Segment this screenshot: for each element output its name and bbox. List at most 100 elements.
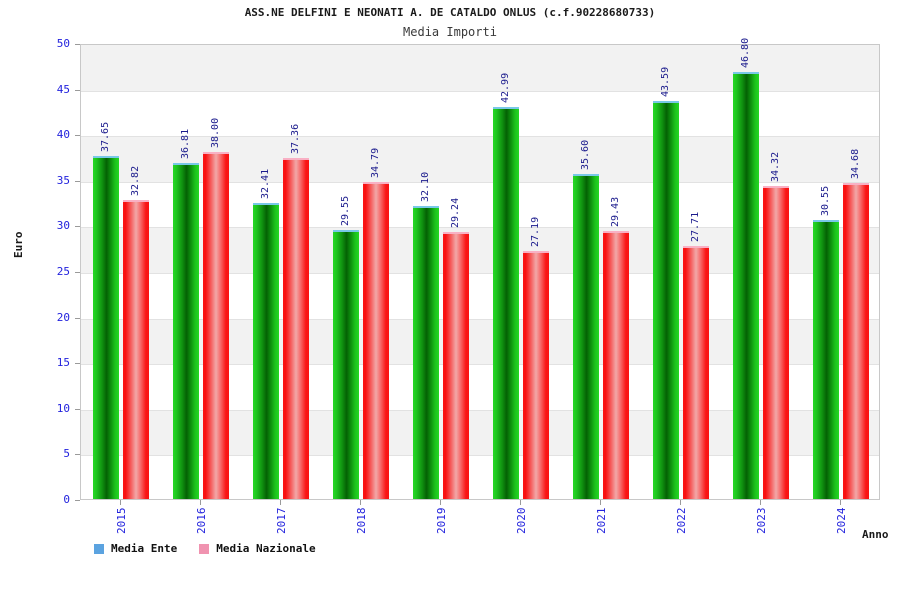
- value-label: 34.79: [370, 147, 381, 178]
- x-tick-mark: [760, 500, 761, 505]
- y-tick-label: 45: [56, 82, 70, 96]
- bar-media-ente-2017[interactable]: [253, 203, 279, 499]
- bar-media-ente-2021[interactable]: [573, 174, 599, 499]
- bar-media-ente-2024[interactable]: [813, 220, 839, 499]
- y-tick-label: 10: [56, 401, 70, 415]
- value-label: 32.82: [130, 165, 141, 196]
- gridline: [81, 319, 879, 320]
- y-tick-mark: [75, 500, 80, 501]
- legend-entry-media-ente[interactable]: Media Ente: [94, 542, 177, 555]
- gridline: [81, 136, 879, 137]
- y-tick-mark: [75, 318, 80, 319]
- x-tick-label: 2021: [595, 507, 608, 535]
- value-label: 29.43: [610, 196, 621, 227]
- value-label: 30.55: [820, 186, 831, 217]
- x-tick-label: 2024: [835, 507, 848, 535]
- x-tick-label: 2022: [675, 507, 688, 535]
- y-tick-mark: [75, 44, 80, 45]
- plot-band: [81, 409, 879, 456]
- value-label: 35.60: [580, 140, 591, 171]
- bar-media-nazionale-2021[interactable]: [603, 230, 629, 499]
- x-tick-mark: [600, 500, 601, 505]
- plot-area: 37.65 32.82 36.81 38.00 32.41 37.36 29.55 34.79…: [80, 38, 880, 500]
- x-tick-mark: [440, 500, 441, 505]
- gridline: [81, 227, 879, 228]
- bar-media-ente-2018[interactable]: [333, 229, 359, 499]
- y-axis-title: Euro: [12, 231, 25, 259]
- bar-media-nazionale-2015[interactable]: [123, 199, 149, 499]
- chart-subtitle: Media Importi: [403, 25, 497, 39]
- bar-media-ente-2019[interactable]: [413, 206, 439, 499]
- bar-media-nazionale-2019[interactable]: [443, 232, 469, 499]
- chart-title: ASS.NE DELFINI E NEONATI A. DE CATALDO O…: [244, 6, 656, 19]
- x-tick-label: 2016: [195, 507, 208, 535]
- y-tick-mark: [75, 135, 80, 136]
- bar-media-nazionale-2024[interactable]: [843, 182, 869, 499]
- x-tick-mark: [680, 500, 681, 505]
- value-label: 36.81: [180, 129, 191, 160]
- x-tick-mark: [200, 500, 201, 505]
- gridline: [81, 410, 879, 411]
- legend-label: Media Nazionale: [216, 542, 316, 555]
- y-tick-label: 5: [63, 447, 70, 461]
- value-label: 38.00: [210, 118, 221, 149]
- value-label: 42.99: [500, 72, 511, 103]
- x-tick-label: 2015: [115, 507, 128, 535]
- value-label: 29.24: [450, 198, 461, 229]
- x-tick-label: 2020: [515, 507, 528, 535]
- x-tick-mark: [360, 500, 361, 505]
- x-tick-label: 2023: [755, 507, 768, 535]
- plot-band: [81, 45, 879, 91]
- legend-label: Media Ente: [111, 542, 178, 555]
- bar-media-ente-2023[interactable]: [733, 72, 759, 499]
- value-label: 34.68: [850, 148, 861, 179]
- bar-media-nazionale-2020[interactable]: [523, 251, 549, 499]
- y-tick-mark: [75, 226, 80, 227]
- value-label: 46.80: [740, 38, 751, 69]
- y-tick-label: 20: [56, 310, 70, 324]
- bar-media-ente-2015[interactable]: [93, 155, 119, 499]
- x-tick-mark: [120, 500, 121, 505]
- x-tick-label: 2018: [355, 507, 368, 535]
- value-label: 37.65: [100, 121, 111, 152]
- legend-entry-media-nazionale[interactable]: Media Nazionale: [199, 542, 316, 555]
- y-tick-label: 50: [56, 37, 70, 50]
- legend-swatch-icon: [94, 543, 104, 554]
- chart-legend: Media Ente Media Nazionale: [94, 542, 316, 555]
- bar-media-nazionale-2022[interactable]: [683, 246, 709, 499]
- y-tick-mark: [75, 181, 80, 182]
- value-label: 32.41: [260, 169, 271, 200]
- gridline: [81, 91, 879, 92]
- value-label: 34.32: [770, 151, 781, 183]
- value-label: 43.59: [660, 67, 671, 98]
- bar-media-ente-2022[interactable]: [653, 101, 679, 499]
- y-tick-mark: [75, 363, 80, 364]
- value-label: 29.55: [340, 195, 351, 226]
- x-tick-mark: [280, 500, 281, 505]
- bar-media-nazionale-2018[interactable]: [363, 181, 389, 499]
- value-label: 27.71: [690, 212, 701, 243]
- bar-media-nazionale-2017[interactable]: [283, 158, 309, 499]
- x-tick-label: 2017: [275, 507, 288, 535]
- bar-media-ente-2020[interactable]: [493, 106, 519, 499]
- y-tick-label: 0: [63, 493, 70, 506]
- gridline: [81, 364, 879, 365]
- gridline: [81, 455, 879, 456]
- bar-media-nazionale-2023[interactable]: [763, 186, 789, 499]
- x-tick-label: 2019: [435, 507, 448, 535]
- y-tick-mark: [75, 409, 80, 410]
- value-label: 37.36: [290, 124, 301, 155]
- y-tick-label: 30: [56, 219, 70, 233]
- y-tick-mark: [75, 90, 80, 91]
- value-label: 32.10: [420, 172, 431, 203]
- legend-swatch-icon: [199, 543, 210, 554]
- bar-media-nazionale-2016[interactable]: [203, 152, 229, 499]
- x-axis-title: Anno: [862, 528, 889, 541]
- value-label: 27.19: [530, 216, 541, 248]
- plot-band: [81, 136, 879, 182]
- bar-media-ente-2016[interactable]: [173, 163, 199, 499]
- y-tick-label: 35: [56, 173, 70, 187]
- plot-band: [81, 227, 879, 273]
- y-tick-mark: [75, 272, 80, 273]
